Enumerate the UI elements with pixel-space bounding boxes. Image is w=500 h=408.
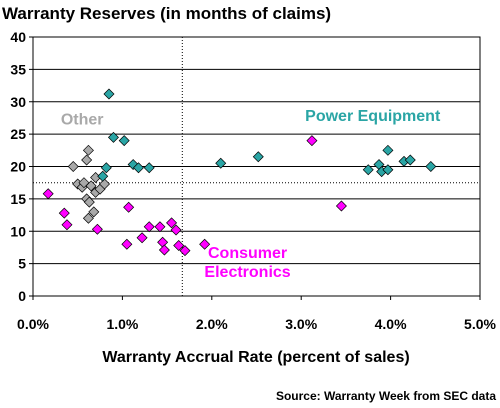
- point-other: [82, 144, 94, 156]
- point-consumer-electronics: [42, 188, 54, 200]
- y-tick-label: 35: [10, 61, 26, 77]
- point-power-equipment: [132, 162, 144, 174]
- y-axis-ticks: 0 5 10 15 20 25 30 35 40: [10, 29, 33, 304]
- point-consumer-electronics: [199, 238, 211, 250]
- point-consumer-electronics: [91, 223, 103, 235]
- x-tick-label: 4.0%: [375, 316, 407, 332]
- point-power-equipment: [362, 164, 374, 176]
- point-consumer-electronics: [179, 245, 191, 257]
- point-consumer-electronics: [306, 135, 318, 147]
- point-consumer-electronics: [166, 217, 178, 229]
- point-consumer-electronics: [154, 221, 166, 233]
- point-power-equipment: [382, 164, 394, 176]
- point-consumer-electronics: [136, 232, 148, 244]
- x-axis-ticks: 0.0% 1.0% 2.0% 3.0% 4.0% 5.0%: [17, 296, 497, 332]
- point-consumer-electronics: [58, 207, 70, 219]
- series-annotations: Other Power Equipment Consumer Electronics: [61, 108, 441, 281]
- data-points: [42, 88, 437, 257]
- point-other: [85, 180, 97, 192]
- point-consumer-electronics: [121, 238, 133, 250]
- point-other: [88, 206, 100, 218]
- y-tick-label: 15: [10, 191, 26, 207]
- annotation-label: Electronics: [204, 264, 290, 281]
- point-other: [82, 212, 94, 224]
- point-other: [99, 178, 111, 190]
- source-note: Source: Warranty Week from SEC data: [276, 389, 496, 403]
- point-power-equipment: [100, 162, 112, 174]
- point-power-equipment: [382, 144, 394, 156]
- annotation-label: Other: [61, 111, 104, 128]
- point-power-equipment: [118, 135, 130, 147]
- y-tick-label: 30: [10, 94, 26, 110]
- x-tick-label: 1.0%: [106, 316, 138, 332]
- y-tick-label: 5: [18, 256, 26, 272]
- point-consumer-electronics: [158, 244, 170, 256]
- x-tick-label: 2.0%: [196, 316, 228, 332]
- point-power-equipment: [252, 151, 264, 163]
- point-consumer-electronics: [61, 219, 73, 231]
- point-consumer-electronics: [335, 200, 347, 212]
- point-power-equipment: [103, 88, 115, 100]
- y-tick-label: 40: [10, 29, 26, 45]
- point-other: [67, 161, 79, 172]
- reference-lines: [33, 37, 480, 296]
- y-tick-label: 25: [10, 126, 26, 142]
- point-consumer-electronics: [143, 221, 155, 233]
- point-power-equipment: [107, 131, 119, 143]
- point-consumer-electronics: [170, 224, 182, 236]
- annotation-label: Power Equipment: [305, 108, 441, 125]
- x-tick-label: 5.0%: [464, 316, 496, 332]
- point-other: [81, 154, 93, 166]
- point-power-equipment: [404, 154, 416, 166]
- x-tick-label: 3.0%: [285, 316, 317, 332]
- point-power-equipment: [425, 161, 437, 172]
- chart-title: Warranty Reserves (in months of claims): [2, 4, 331, 23]
- annotation-label: Consumer: [208, 245, 287, 262]
- x-tick-label: 0.0%: [17, 316, 49, 332]
- point-power-equipment: [215, 157, 227, 169]
- point-other: [83, 196, 95, 208]
- y-tick-label: 10: [10, 223, 26, 239]
- point-power-equipment: [143, 162, 155, 174]
- y-tick-label: 20: [10, 159, 26, 175]
- gridlines: [33, 68, 480, 265]
- point-consumer-electronics: [123, 201, 135, 213]
- y-tick-label: 0: [18, 288, 26, 304]
- x-axis-title: Warranty Accrual Rate (percent of sales): [102, 349, 409, 366]
- point-consumer-electronics: [173, 240, 185, 251]
- point-power-equipment: [97, 170, 109, 182]
